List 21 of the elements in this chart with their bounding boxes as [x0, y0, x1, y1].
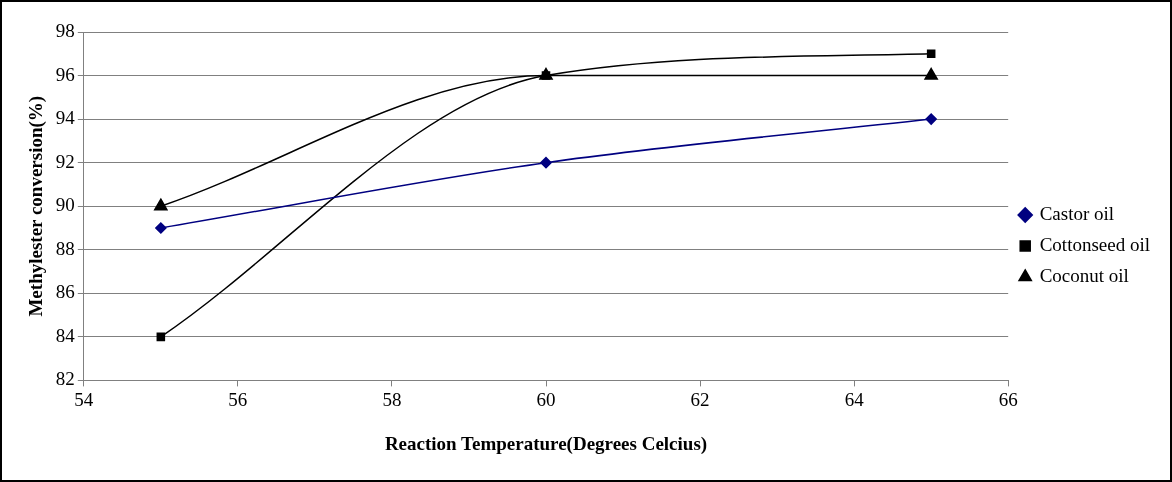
legend-label: Coconut oil: [1039, 264, 1129, 286]
y-tick-label: 84: [55, 324, 76, 346]
x-tick-label: 58: [382, 388, 402, 410]
legend-label: Cottonseed oil: [1039, 233, 1151, 255]
legend-label: Castor oil: [1039, 202, 1115, 224]
y-tick-label: 94: [55, 107, 76, 129]
x-tick-label: 66: [998, 388, 1018, 410]
y-tick-label: 90: [55, 194, 75, 216]
x-tick-label: 54: [74, 388, 94, 410]
y-axis-title: Methylester conversion(%): [25, 95, 48, 317]
x-tick-label: 64: [844, 388, 865, 410]
y-tick-label: 98: [55, 19, 75, 41]
x-tick-label: 62: [690, 388, 710, 410]
y-tick-label: 92: [55, 150, 75, 172]
y-tick-label: 88: [55, 237, 75, 259]
y-tick-label: 86: [55, 281, 75, 303]
x-axis-title: Reaction Temperature(Degrees Celcius): [384, 432, 708, 455]
y-tick-label: 82: [55, 368, 75, 390]
x-tick-label: 60: [536, 388, 556, 410]
x-tick-label: 56: [228, 388, 248, 410]
y-tick-label: 96: [55, 63, 75, 85]
